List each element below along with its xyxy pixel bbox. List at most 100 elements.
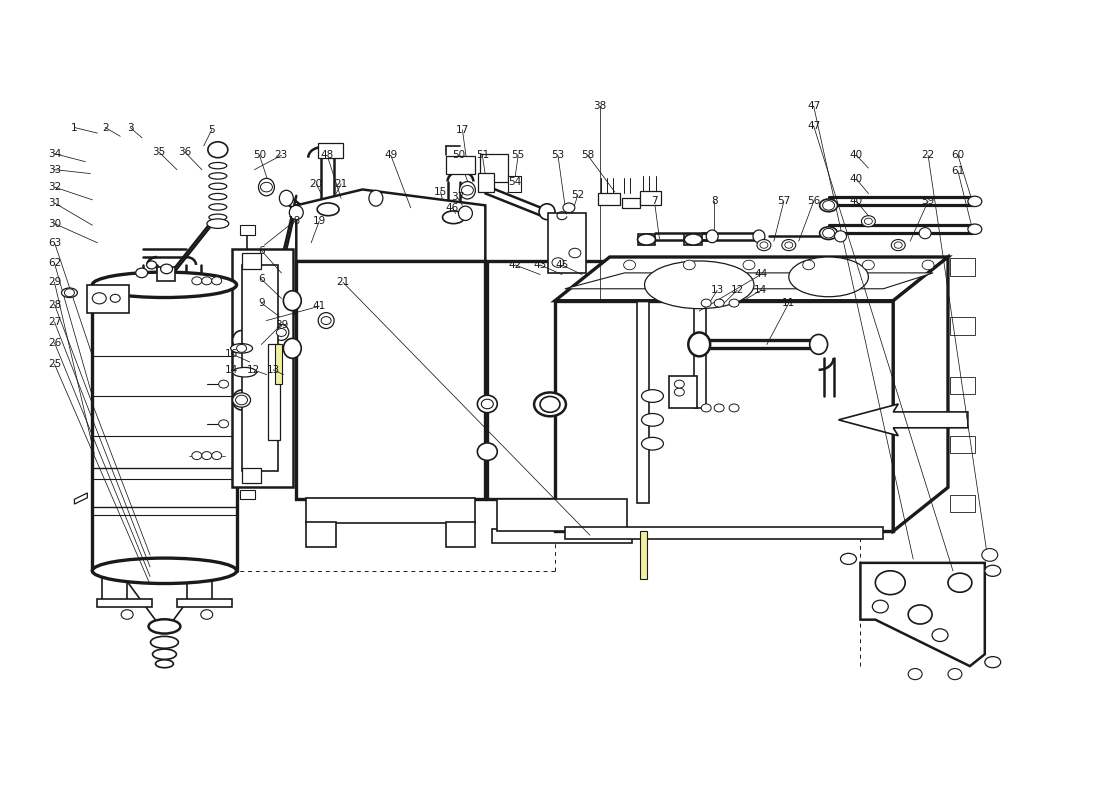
Ellipse shape [820, 199, 837, 212]
Ellipse shape [209, 204, 227, 210]
Text: 17: 17 [455, 125, 469, 135]
Text: 38: 38 [593, 101, 606, 111]
Circle shape [784, 242, 793, 248]
Circle shape [552, 258, 564, 267]
Ellipse shape [279, 190, 294, 206]
Bar [240, 226, 255, 234]
Polygon shape [296, 190, 485, 261]
Bar [548, 214, 586, 273]
Text: 61: 61 [952, 166, 965, 176]
Text: 26: 26 [48, 338, 62, 348]
Text: 18: 18 [288, 216, 301, 226]
Ellipse shape [209, 173, 227, 179]
Text: 21: 21 [337, 278, 350, 287]
Bar [177, 598, 232, 606]
Circle shape [803, 260, 815, 270]
Text: 7: 7 [651, 196, 658, 206]
Bar [187, 574, 211, 602]
Bar [481, 154, 508, 182]
Bar [242, 253, 262, 269]
Bar [556, 301, 893, 531]
Circle shape [876, 571, 905, 594]
Circle shape [276, 329, 286, 337]
Circle shape [201, 452, 211, 459]
Bar [275, 344, 283, 384]
Text: eurocarparts: eurocarparts [408, 381, 692, 419]
Text: 20: 20 [309, 179, 322, 189]
Ellipse shape [984, 566, 1001, 576]
Circle shape [729, 299, 739, 307]
Bar [950, 318, 975, 335]
Text: 13: 13 [711, 286, 724, 295]
Bar [306, 498, 475, 523]
Ellipse shape [284, 290, 301, 310]
Bar [497, 499, 627, 531]
Text: 32: 32 [48, 182, 62, 192]
Circle shape [948, 669, 961, 680]
Ellipse shape [861, 216, 876, 227]
Circle shape [909, 669, 922, 680]
Circle shape [674, 388, 684, 396]
Ellipse shape [459, 206, 472, 221]
Circle shape [569, 248, 581, 258]
Text: 12: 12 [246, 365, 260, 375]
Ellipse shape [684, 234, 702, 245]
Bar [268, 344, 280, 440]
Text: 16: 16 [226, 349, 239, 359]
Circle shape [932, 629, 948, 642]
Ellipse shape [641, 390, 663, 402]
Text: 27: 27 [48, 317, 62, 327]
Bar [638, 234, 656, 245]
Text: 59: 59 [922, 196, 935, 206]
Text: 9: 9 [258, 298, 265, 308]
Bar [306, 522, 337, 547]
Bar [639, 191, 661, 206]
Polygon shape [75, 493, 87, 504]
Circle shape [865, 218, 872, 225]
Bar [639, 531, 647, 578]
Bar [97, 598, 152, 606]
Text: 47: 47 [807, 101, 821, 111]
Ellipse shape [148, 619, 180, 634]
Bar [950, 494, 975, 512]
Circle shape [701, 404, 712, 412]
Text: 21: 21 [334, 179, 348, 189]
Circle shape [674, 380, 684, 388]
Circle shape [121, 610, 133, 619]
Ellipse shape [641, 438, 663, 450]
Ellipse shape [757, 239, 771, 250]
Ellipse shape [641, 414, 663, 426]
Ellipse shape [232, 330, 251, 350]
Text: 14: 14 [755, 286, 768, 295]
Bar [232, 249, 294, 487]
Text: 34: 34 [48, 149, 62, 158]
Text: 52: 52 [571, 190, 584, 200]
Bar [242, 265, 278, 471]
Text: 57: 57 [778, 196, 791, 206]
Bar [621, 198, 639, 208]
Circle shape [191, 452, 201, 459]
Text: 44: 44 [755, 270, 768, 279]
Text: 2: 2 [102, 122, 109, 133]
Ellipse shape [968, 224, 982, 234]
Text: 43: 43 [534, 260, 547, 270]
Bar [670, 376, 697, 408]
Ellipse shape [835, 230, 847, 242]
Ellipse shape [318, 313, 334, 329]
Ellipse shape [706, 230, 718, 242]
Polygon shape [565, 273, 933, 289]
Circle shape [261, 182, 273, 192]
Bar [156, 266, 175, 281]
Circle shape [922, 260, 934, 270]
Circle shape [161, 264, 173, 274]
Text: 28: 28 [48, 300, 62, 310]
Text: 6: 6 [258, 246, 265, 256]
Ellipse shape [535, 393, 565, 416]
Ellipse shape [274, 325, 289, 341]
Text: 12: 12 [730, 286, 744, 295]
Circle shape [235, 395, 248, 405]
Text: 51: 51 [475, 150, 490, 160]
Text: 11: 11 [782, 298, 795, 308]
Text: 53: 53 [551, 150, 564, 160]
Bar [508, 176, 521, 192]
